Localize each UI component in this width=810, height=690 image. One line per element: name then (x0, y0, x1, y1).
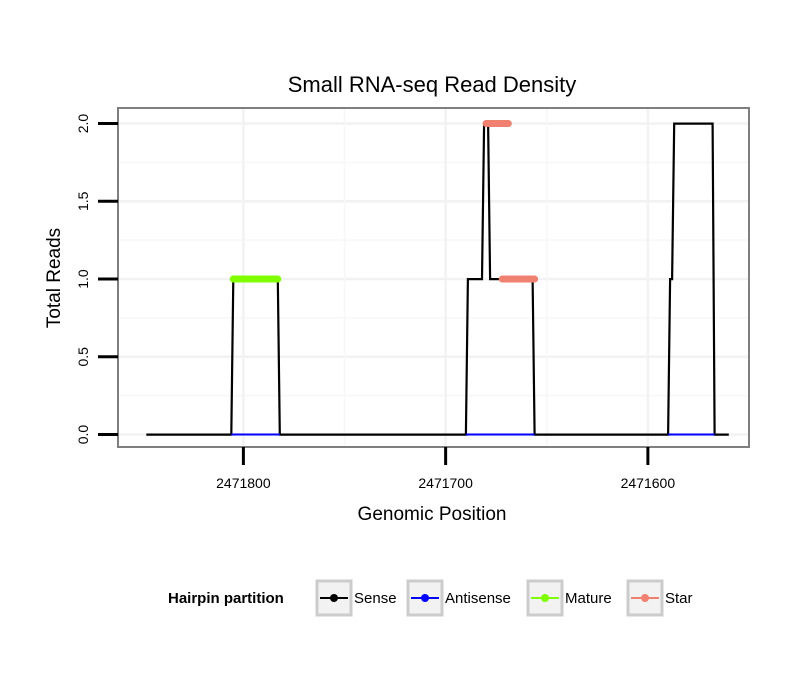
legend-label: Mature (565, 590, 612, 607)
legend-key-dot (541, 594, 549, 602)
legend-label: Sense (354, 590, 397, 607)
sense-line (146, 122, 729, 436)
legend-title: Hairpin partition (168, 590, 284, 607)
legend-key-dot (330, 594, 338, 602)
legend-label: Antisense (445, 590, 511, 607)
x-axis-title: Genomic Position (358, 504, 507, 525)
x-tick-label: 2471600 (621, 475, 676, 491)
legend-key-dot (641, 594, 649, 602)
plot-background (118, 108, 749, 447)
y-tick-label: 1.0 (75, 269, 91, 289)
grid (118, 108, 749, 447)
y-axis-title: Total Reads (44, 228, 65, 328)
legend-label: Star (665, 590, 693, 607)
x-tick-label: 2471700 (418, 475, 473, 491)
y-axis: 0.0 0.5 1.0 1.5 2.0 (75, 114, 118, 445)
chart-title: Small RNA-seq Read Density (288, 72, 577, 97)
y-tick-label: 1.5 (75, 191, 91, 211)
plot-area (117, 107, 750, 448)
legend: Hairpin partition Sense Antisense Mature St… (168, 579, 693, 617)
series-layer (146, 120, 729, 436)
x-tick-label: 2471800 (216, 475, 271, 491)
plot-border (117, 107, 750, 448)
y-tick-label: 2.0 (75, 114, 91, 134)
y-tick-label: 0.0 (75, 425, 91, 445)
legend-key-dot (421, 594, 429, 602)
y-tick-label: 0.5 (75, 347, 91, 367)
x-axis: 2471800 2471700 2471600 (216, 447, 675, 491)
legend-entries: Sense Antisense Mature Star (315, 579, 693, 617)
